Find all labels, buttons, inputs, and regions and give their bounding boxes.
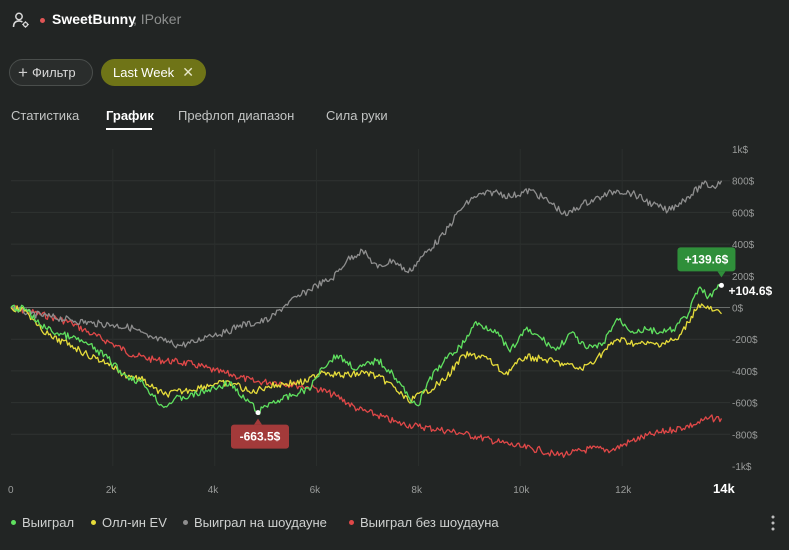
annotation-label: -663.5$ <box>240 430 281 444</box>
player-room: , IPoker <box>133 11 182 27</box>
y-tick-label: -800$ <box>732 430 758 441</box>
x-tick-label: 14k <box>713 481 735 496</box>
tab-statistics[interactable]: Статистика <box>11 108 80 123</box>
x-tick-label: 0 <box>8 485 14 496</box>
annotation-pointer <box>717 271 726 278</box>
y-tick-label: 200$ <box>732 272 755 283</box>
tab-graph[interactable]: График <box>106 108 154 123</box>
annotation-badge <box>231 424 290 449</box>
y-tick-label: 400$ <box>732 240 755 251</box>
y-tick-label: -200$ <box>732 335 758 346</box>
x-tick-label: 6k <box>310 485 322 496</box>
x-tick-label: 4k <box>208 485 220 496</box>
legend-dot <box>349 520 354 525</box>
annotation-badge <box>677 247 736 272</box>
legend-item-won[interactable]: Выиграл <box>11 515 74 530</box>
add-filter-label: Фильтр <box>31 65 76 80</box>
profit-chart: 1k$ 800$ 600$ 400$ 200$ 0$ -200$ -400$ -600$ -800… <box>8 145 772 496</box>
more-vertical-icon[interactable] <box>768 514 778 532</box>
add-filter-button[interactable]: + Фильтр <box>9 59 93 86</box>
y-tick-label: 1k$ <box>732 145 749 156</box>
y-tick-label: -600$ <box>732 399 758 410</box>
x-tick-label: 2k <box>106 485 118 496</box>
legend-label: Выиграл на шоудауне <box>194 515 327 530</box>
legend-item-allin-ev[interactable]: Олл-ин EV <box>91 515 167 530</box>
y-tick-label: 800$ <box>732 177 755 188</box>
legend-dot <box>11 520 16 525</box>
legend-dot <box>91 520 96 525</box>
tab-hand-strength[interactable]: Сила руки <box>326 108 388 123</box>
legend-label: Выиграл <box>22 515 75 530</box>
legend-label: Выиграл без шоудауна <box>360 515 499 530</box>
y-tick-label: 0$ <box>732 304 744 315</box>
series-line-1 <box>10 303 722 404</box>
annotation-point <box>255 410 261 416</box>
series-line-3 <box>10 305 723 458</box>
top-bar: SweetBunny , IPoker <box>0 0 789 44</box>
legend-item-non-showdown[interactable]: Выиграл без шоудауна <box>349 515 499 530</box>
annotation-label: +139.6$ <box>685 252 729 266</box>
series-line-2 <box>10 180 723 349</box>
legend-item-showdown[interactable]: Выиграл на шоудауне <box>183 515 327 530</box>
legend-dot <box>183 520 188 525</box>
tab-preflop-range[interactable]: Префлоп диапазон <box>178 108 295 123</box>
x-tick-label: 10k <box>513 485 530 496</box>
y-tick-label: -1k$ <box>732 462 752 473</box>
x-tick-label: 12k <box>615 485 632 496</box>
annotation-pointer <box>254 418 263 425</box>
series-line-0 <box>10 284 722 415</box>
y-tick-label: -400$ <box>732 367 758 378</box>
player-name[interactable]: SweetBunny <box>52 11 137 27</box>
active-tab-indicator <box>106 128 152 130</box>
legend-label: Олл-ин EV <box>102 515 167 530</box>
annotation-label: +104.6$ <box>728 284 772 298</box>
y-tick-label: 600$ <box>732 208 755 219</box>
plus-icon: + <box>18 63 28 82</box>
annotation-point <box>718 282 724 288</box>
x-tick-label: 8k <box>411 485 423 496</box>
active-filter-label: Last Week <box>113 65 175 80</box>
status-dot <box>40 18 45 23</box>
user-settings-icon[interactable] <box>12 11 30 29</box>
active-filter-chip[interactable]: Last Week ✕ <box>101 59 206 86</box>
close-icon[interactable]: ✕ <box>182 64 194 80</box>
